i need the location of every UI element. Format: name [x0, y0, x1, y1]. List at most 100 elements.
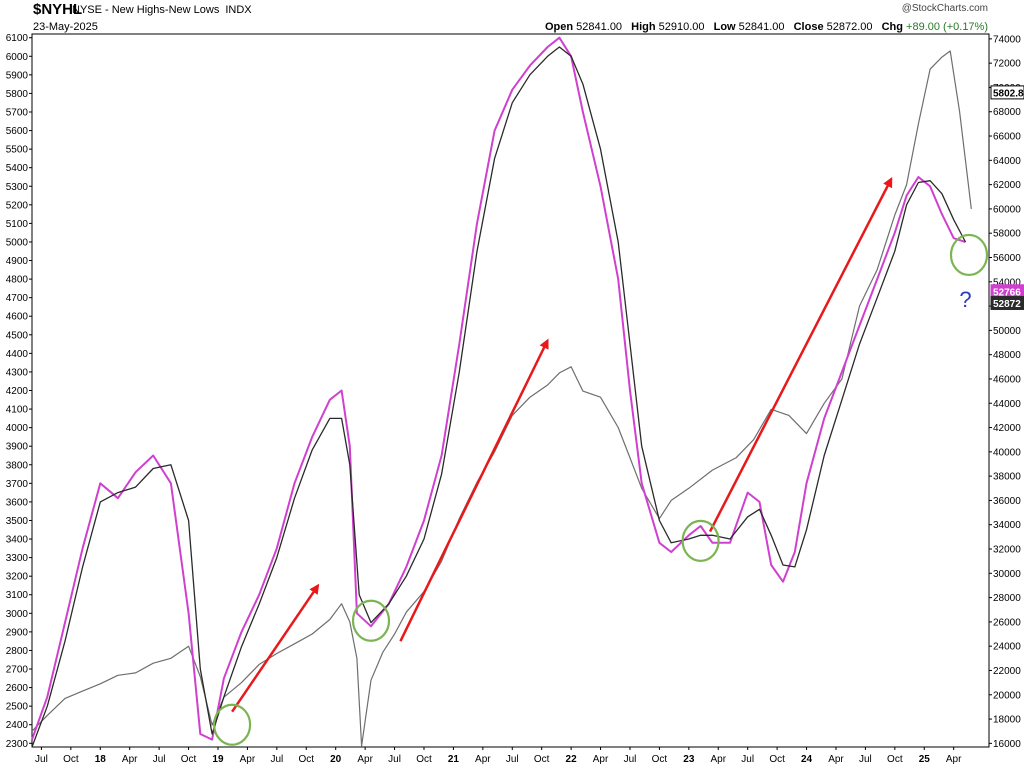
left-tick-label: 5600	[6, 126, 29, 137]
left-tick-label: 5400	[6, 163, 29, 174]
right-tick-label: 16000	[993, 739, 1021, 750]
chg-label: Chg	[881, 21, 903, 33]
x-tick-label: 23	[683, 754, 695, 765]
ma-slow-line	[31, 46, 967, 748]
close-value: 52872.00	[826, 21, 873, 33]
left-tick-label: 3500	[6, 516, 29, 527]
left-tick-label: 3600	[6, 497, 29, 508]
x-tick-label: 20	[330, 754, 342, 765]
left-tick-label: 3200	[6, 572, 29, 583]
trend-arrow	[231, 583, 320, 713]
x-tick-label: 25	[919, 754, 931, 765]
left-tick-label: 2400	[6, 720, 29, 731]
right-tick-label: 34000	[993, 520, 1021, 531]
x-tick-label: 22	[566, 754, 578, 765]
left-tick-label: 2700	[6, 665, 29, 676]
left-tick-label: 5100	[6, 219, 29, 230]
x-tick-label: Oct	[181, 754, 197, 765]
value-label-box	[990, 85, 1024, 100]
left-tick-label: 6100	[6, 33, 29, 44]
left-tick-label: 4800	[6, 275, 29, 286]
right-tick-label: 64000	[993, 156, 1021, 167]
left-tick-label: 4700	[6, 293, 29, 304]
chart-symbol: $NYHL	[33, 1, 83, 18]
left-tick-label: 5700	[6, 107, 29, 118]
x-tick-label: Jul	[624, 754, 637, 765]
x-tick-label: Jul	[859, 754, 872, 765]
high-value: 52910.00	[658, 21, 705, 33]
price-line	[31, 50, 972, 747]
trend-arrow	[399, 338, 549, 642]
right-tick-label: 54000	[993, 277, 1021, 288]
right-tick-label: 22000	[993, 666, 1021, 677]
right-tick-label: 60000	[993, 204, 1021, 215]
x-tick-label: Oct	[63, 754, 79, 765]
left-tick-label: 3700	[6, 479, 29, 490]
low-value: 52841.00	[738, 21, 785, 33]
left-tick-label: 6000	[6, 52, 29, 63]
left-axis: 2300 2400 2500 2600 2700 2800 2900 3000 3100 3200…	[6, 33, 32, 750]
right-axis: 16000 18000 20000 22000 24000 26000 28000 30000…	[989, 34, 1021, 750]
right-tick-label: 30000	[993, 569, 1021, 580]
exchange-desc: NYSE - New Highs-New Lows	[72, 4, 220, 16]
close-label: Close	[793, 21, 824, 33]
left-tick-label: 3000	[6, 609, 29, 620]
right-tick-label: 36000	[993, 496, 1021, 507]
x-tick-label: Jul	[388, 754, 401, 765]
right-tick-label: 72000	[993, 59, 1021, 70]
chart-description: NYSE - New Highs-New Lows INDX	[72, 4, 252, 16]
x-tick-label: Oct	[416, 754, 432, 765]
x-tick-label: Apr	[946, 754, 962, 765]
x-tick-label: 21	[448, 754, 460, 765]
right-tick-label: 26000	[993, 617, 1021, 628]
ma-fast-line	[31, 36, 966, 741]
highlight-circle	[681, 519, 720, 562]
stockcharts-credit[interactable]: @StockCharts.com	[901, 3, 988, 14]
chg-value: +89.00 (+0.17%)	[906, 21, 988, 33]
left-tick-label: 3300	[6, 553, 29, 564]
left-tick-label: 4000	[6, 423, 29, 434]
left-tick-label: 5800	[6, 89, 29, 100]
right-tick-label: 24000	[993, 642, 1021, 653]
high-label: High	[631, 21, 656, 33]
index-kind: INDX	[225, 4, 252, 16]
right-tick-label: 40000	[993, 447, 1021, 458]
right-tick-label: 42000	[993, 423, 1021, 434]
value-label-box	[990, 295, 1024, 310]
left-tick-label: 4200	[6, 386, 29, 397]
x-tick-label: 24	[801, 754, 813, 765]
x-tick-label: Apr	[122, 754, 138, 765]
highlight-circle	[213, 703, 252, 746]
ohlc-readout: Open 52841.00 High 52910.00 Low 52841.00…	[539, 21, 988, 33]
highlight-circle	[949, 233, 989, 277]
left-tick-label: 5900	[6, 70, 29, 81]
left-tick-label: 3900	[6, 442, 29, 453]
right-tick-label: 18000	[993, 715, 1021, 726]
right-tick-label: 56000	[993, 253, 1021, 264]
right-tick-label: 50000	[993, 326, 1021, 337]
right-tick-label: 68000	[993, 107, 1021, 118]
x-tick-label: Apr	[240, 754, 256, 765]
value-label-text: 52766	[993, 287, 1021, 298]
x-tick-label: Apr	[475, 754, 491, 765]
right-tick-label: 28000	[993, 593, 1021, 604]
right-tick-label: 38000	[993, 472, 1021, 483]
trend-arrow	[708, 177, 893, 533]
left-tick-label: 5300	[6, 182, 29, 193]
question-mark: ?	[959, 287, 971, 312]
left-tick-label: 3100	[6, 590, 29, 601]
left-tick-label: 2800	[6, 646, 29, 657]
x-tick-label: Oct	[298, 754, 314, 765]
x-tick-label: Jul	[741, 754, 754, 765]
left-tick-label: 4300	[6, 367, 29, 378]
x-tick-label: Jul	[153, 754, 166, 765]
x-tick-label: Jul	[270, 754, 283, 765]
x-tick-label: Oct	[534, 754, 550, 765]
x-tick-label: Apr	[593, 754, 609, 765]
left-tick-label: 4100	[6, 405, 29, 416]
left-tick-label: 2500	[6, 702, 29, 713]
x-tick-label: Jul	[35, 754, 48, 765]
right-tick-label: 44000	[993, 399, 1021, 410]
series-layer	[31, 36, 972, 748]
